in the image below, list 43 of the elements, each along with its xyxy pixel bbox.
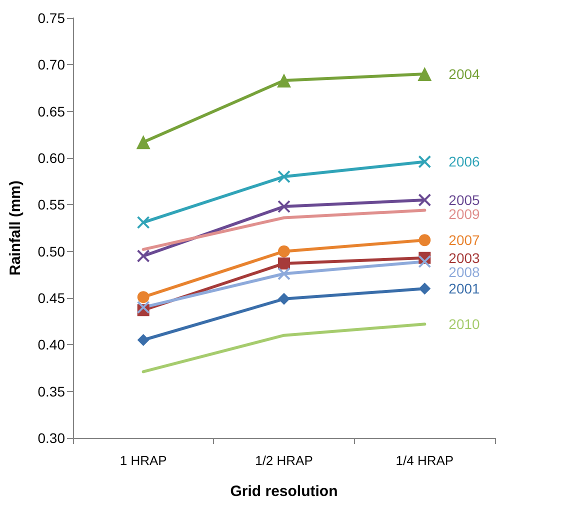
y-tick-label: 0.30 [38, 430, 66, 446]
y-tick-label: 0.45 [38, 290, 66, 306]
y-axis-title: Rainfall (mm) [7, 180, 24, 276]
series-label: 2008 [448, 264, 480, 280]
point [418, 282, 431, 295]
series-label: 2009 [448, 206, 480, 222]
point [418, 255, 432, 268]
y-tick-label: 0.70 [38, 56, 66, 73]
series-label: 2005 [448, 192, 480, 208]
series-label: 2001 [448, 280, 480, 297]
x-axis-title: Grid resolution [230, 483, 338, 500]
point [277, 74, 291, 88]
point [418, 155, 432, 168]
y-tick-label: 0.40 [38, 336, 66, 353]
y-tick-label: 0.75 [38, 10, 66, 26]
point [278, 200, 290, 214]
point [278, 245, 290, 258]
point [278, 267, 290, 280]
y-tick-label: 0.60 [38, 150, 66, 166]
point [418, 194, 432, 206]
point [418, 67, 432, 81]
series-label: 2004 [448, 66, 480, 82]
y-tick-label: 0.65 [38, 103, 66, 120]
y-tick-label: 0.35 [38, 383, 66, 400]
series-label: 2006 [448, 154, 480, 170]
series-label: 2010 [448, 316, 480, 332]
point [136, 135, 150, 150]
x-tick-label: 1 HRAP [120, 453, 167, 468]
point [136, 250, 150, 262]
y-tick-label: 0.50 [38, 243, 66, 260]
series-label: 2003 [448, 250, 480, 266]
point [136, 216, 150, 229]
point [278, 257, 290, 270]
point [418, 234, 431, 246]
point [137, 334, 150, 346]
y-tick-label: 0.55 [38, 196, 66, 213]
series-label: 2007 [448, 232, 480, 248]
point [137, 291, 150, 304]
point [278, 170, 290, 184]
point [278, 292, 290, 305]
point [136, 300, 150, 314]
x-tick-label: 1/2 HRAP [255, 453, 313, 468]
x-tick-label: 1/4 HRAP [396, 453, 454, 468]
